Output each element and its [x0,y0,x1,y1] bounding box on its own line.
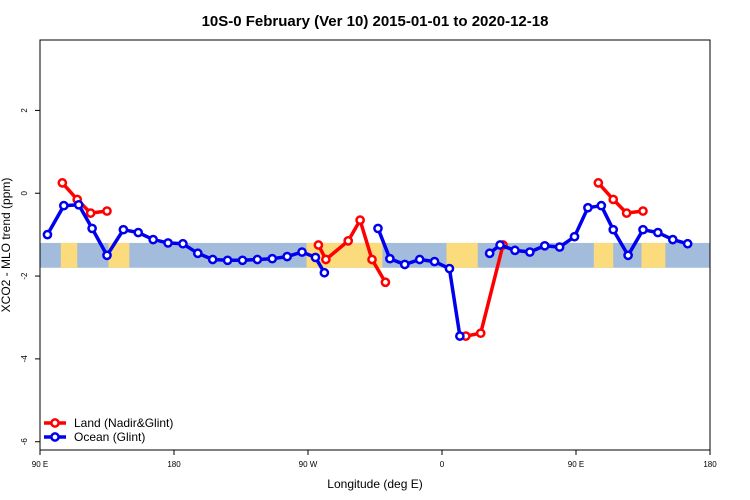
data-point [102,250,112,261]
data-point [653,227,663,238]
band-land-0 [60,242,78,268]
data-point [596,200,607,211]
band-land-3 [446,242,478,268]
data-point [321,254,331,265]
data-point [554,242,565,252]
x-tick-label: 90 E [568,460,584,469]
data-point [367,254,377,265]
band-land-5 [641,242,666,268]
data-point [623,250,633,261]
y-tick-label: 2 [20,108,29,113]
data-point [539,240,550,251]
data-point [237,255,248,266]
data-point [593,178,604,188]
x-tick-label: 0 [440,460,445,469]
data-point [252,254,263,265]
band-land-4 [593,242,614,268]
data-point [163,238,173,248]
data-point [207,254,218,265]
x-tick-label: 180 [167,460,181,469]
y-axis: 2 0 -2 -4 -6 [20,108,40,446]
data-point [87,223,97,234]
series-1 [42,199,693,341]
series-layer [42,178,693,341]
data-point [621,208,632,218]
data-point [73,199,84,210]
legend-label: Ocean (Glint) [74,430,145,444]
data-point [148,234,159,245]
x-tick-label: 180 [703,460,717,469]
data-point [42,229,53,240]
x-axis: 90 E 180 90 W 0 90 E 180 [32,450,717,469]
data-point [380,277,391,288]
latitude-band [40,242,710,268]
data-point [222,255,233,266]
data-point [313,240,324,250]
y-axis-label: XCO2 - MLO trend (ppm) [0,178,13,313]
data-point [583,202,593,213]
data-point [429,256,440,267]
data-point [484,248,495,259]
data-point [343,236,354,246]
chart-title: 10S-0 February (Ver 10) 2015-01-01 to 20… [202,13,549,30]
data-point [178,238,188,249]
series-line [61,181,108,215]
data-point [355,215,365,226]
plot-frame [39,39,711,451]
data-point [414,254,425,265]
y-tick-label: -4 [20,355,29,363]
data-point [385,253,395,264]
data-point [57,178,68,188]
x-tick-label: 90 E [32,460,48,469]
data-point [667,234,678,245]
data-point [682,238,693,249]
data-point [192,248,203,259]
data-point [319,267,330,278]
data-point [510,245,520,256]
y-tick-label: -6 [20,438,29,446]
data-point [524,247,535,257]
data-point [444,263,455,274]
data-point [282,251,293,262]
data-point [102,206,112,216]
data-point [455,331,465,341]
data-point [475,328,486,339]
data-point [495,240,505,250]
legend: Land (Nadir&Glint)Ocean (Glint) [44,416,173,444]
legend-label: Land (Nadir&Glint) [74,416,173,430]
series-line [597,181,644,215]
data-point [399,259,410,270]
data-point [267,253,278,264]
data-point [133,227,144,238]
data-point [85,208,96,218]
y-tick-label: -2 [20,272,29,280]
band-land-1 [108,242,130,268]
data-point [373,223,383,234]
plot-area [39,39,711,451]
data-point [569,231,580,242]
data-point [608,224,619,235]
data-point [638,206,648,216]
legend-marker [50,432,60,442]
data-point [118,224,129,235]
x-axis-label: Longitude (deg E) [327,477,422,491]
series-0 [57,178,648,341]
data-point [310,252,321,263]
y-tick-label: 0 [20,190,29,195]
data-point [608,194,619,205]
data-point [58,200,69,211]
x-tick-label: 90 W [299,460,318,469]
data-point [297,247,307,257]
data-point [638,224,648,235]
legend-marker [50,418,60,428]
